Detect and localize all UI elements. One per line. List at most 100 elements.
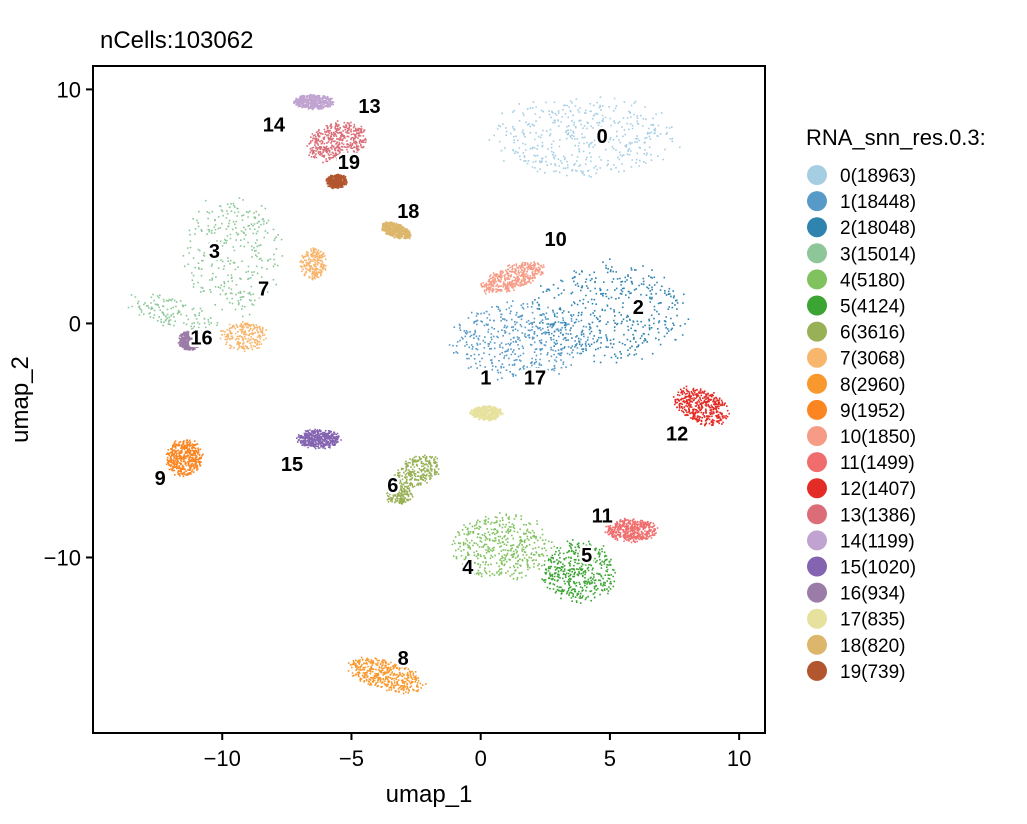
cluster-label-17: 17 xyxy=(524,367,546,389)
legend-swatch-5 xyxy=(807,295,827,316)
y-tick-label: −10 xyxy=(44,545,81,570)
cluster-16-point-cloud xyxy=(177,330,201,351)
legend-swatch-11 xyxy=(807,452,827,473)
x-tick-label: 5 xyxy=(604,746,616,771)
legend-label-9: 9(1952) xyxy=(840,401,906,422)
chart-title: nCells:103062 xyxy=(100,27,253,54)
legend-swatch-9 xyxy=(807,399,827,420)
cluster-15-point-cloud xyxy=(296,428,342,450)
legend-swatch-2 xyxy=(807,217,827,238)
cluster-13-point-cloud xyxy=(306,120,367,164)
x-tick-label: 10 xyxy=(727,746,751,771)
cluster-label-1: 1 xyxy=(480,367,491,389)
cluster-label-18: 18 xyxy=(397,201,419,223)
cluster-17-point-cloud xyxy=(469,405,504,422)
cluster-label-4: 4 xyxy=(462,557,474,579)
cluster-1-points xyxy=(448,300,594,381)
legend-swatch-15 xyxy=(807,556,827,577)
legend-swatch-14 xyxy=(807,530,827,551)
cluster-19-point-cloud xyxy=(325,173,348,190)
cluster-0-points xyxy=(488,96,681,178)
legend-swatch-17 xyxy=(807,608,827,629)
legend-label-17: 17(835) xyxy=(840,610,906,631)
cluster-label-19: 19 xyxy=(338,152,360,174)
y-tick-label: 0 xyxy=(69,311,81,336)
cluster-label-0: 0 xyxy=(597,126,608,148)
legend-label-7: 7(3068) xyxy=(840,349,906,370)
cluster-9-point-cloud xyxy=(165,439,204,477)
cluster-10-points xyxy=(480,261,545,295)
legend-label-12: 12(1407) xyxy=(840,479,916,500)
cluster-label-9: 9 xyxy=(155,468,166,490)
cluster-label-10: 10 xyxy=(545,229,567,251)
cluster-14-point-cloud xyxy=(293,93,335,111)
cluster-7-point-cloud xyxy=(219,247,327,353)
cluster-11-point-cloud xyxy=(604,517,659,544)
legend-swatch-7 xyxy=(807,347,827,368)
legend-swatch-18 xyxy=(807,634,827,655)
cluster-2-point-cloud xyxy=(531,258,690,364)
legend-swatch-4 xyxy=(807,269,827,290)
cluster-label-6: 6 xyxy=(387,475,398,497)
y-axis: 10 0 −10 xyxy=(44,77,93,570)
legend-swatch-8 xyxy=(807,373,827,394)
cluster-5-point-cloud xyxy=(541,539,616,604)
cluster-label-2: 2 xyxy=(633,297,644,319)
legend-title: RNA_snn_res.0.3: xyxy=(806,125,986,150)
x-axis: −10 −5 0 5 10 xyxy=(204,733,751,771)
cluster-label-11: 11 xyxy=(592,505,613,527)
legend-label-19: 19(739) xyxy=(840,662,906,683)
legend-swatch-13 xyxy=(807,504,827,525)
cluster-18-points xyxy=(381,221,412,240)
legend-label-2: 2(18048) xyxy=(840,218,916,239)
cluster-14-points xyxy=(293,93,335,111)
x-tick-label: −5 xyxy=(339,746,364,771)
y-axis-title: umap_2 xyxy=(7,356,34,443)
cluster-5-points xyxy=(541,539,616,604)
legend-swatch-3 xyxy=(807,243,827,264)
legend-label-11: 11(1499) xyxy=(840,453,915,474)
cluster-15-points xyxy=(296,428,342,450)
cluster-19-points xyxy=(325,173,348,190)
cluster-label-13: 13 xyxy=(358,96,380,118)
legend: RNA_snn_res.0.3: 0(18963) 1(18448) 2(18048… xyxy=(806,125,986,683)
legend-label-4: 4(5180) xyxy=(840,270,906,291)
legend-label-15: 15(1020) xyxy=(840,558,916,579)
cluster-4-points xyxy=(451,512,555,581)
legend-swatch-19 xyxy=(807,660,827,681)
cluster-17-points xyxy=(469,405,504,422)
legend-label-14: 14(1199) xyxy=(840,531,915,552)
cluster-label-3: 3 xyxy=(209,241,220,263)
cluster-16-points xyxy=(177,330,201,351)
cluster-label-5: 5 xyxy=(581,545,592,567)
cluster-3-points xyxy=(127,197,284,331)
legend-swatch-16 xyxy=(807,582,827,603)
cluster-label-7: 7 xyxy=(258,278,269,300)
cluster-6-points xyxy=(386,454,440,505)
cluster-12-point-cloud xyxy=(672,385,730,427)
cluster-2-points xyxy=(531,258,690,364)
cluster-label-16: 16 xyxy=(190,327,212,349)
x-tick-label: −10 xyxy=(204,746,241,771)
legend-label-0: 0(18963) xyxy=(840,166,916,187)
cluster-8-point-cloud xyxy=(347,656,427,695)
cluster-label-14: 14 xyxy=(263,115,286,137)
cluster-4-point-cloud xyxy=(451,512,555,581)
legend-label-3: 3(15014) xyxy=(840,244,916,265)
cluster-label-15: 15 xyxy=(281,454,303,476)
cluster-10-point-cloud xyxy=(480,261,545,295)
legend-label-16: 16(934) xyxy=(840,584,906,605)
cluster-18-point-cloud xyxy=(381,221,412,240)
cluster-8-points xyxy=(347,656,427,695)
legend-swatch-6 xyxy=(807,321,827,342)
legend-swatch-12 xyxy=(807,478,827,499)
legend-label-6: 6(3616) xyxy=(840,323,906,344)
legend-swatch-0 xyxy=(807,165,827,185)
cluster-9-points xyxy=(165,439,204,477)
legend-swatch-10 xyxy=(807,426,827,446)
cluster-6-point-cloud xyxy=(386,454,440,505)
plot-panel-border xyxy=(92,65,766,734)
legend-label-18: 18(820) xyxy=(840,636,906,657)
